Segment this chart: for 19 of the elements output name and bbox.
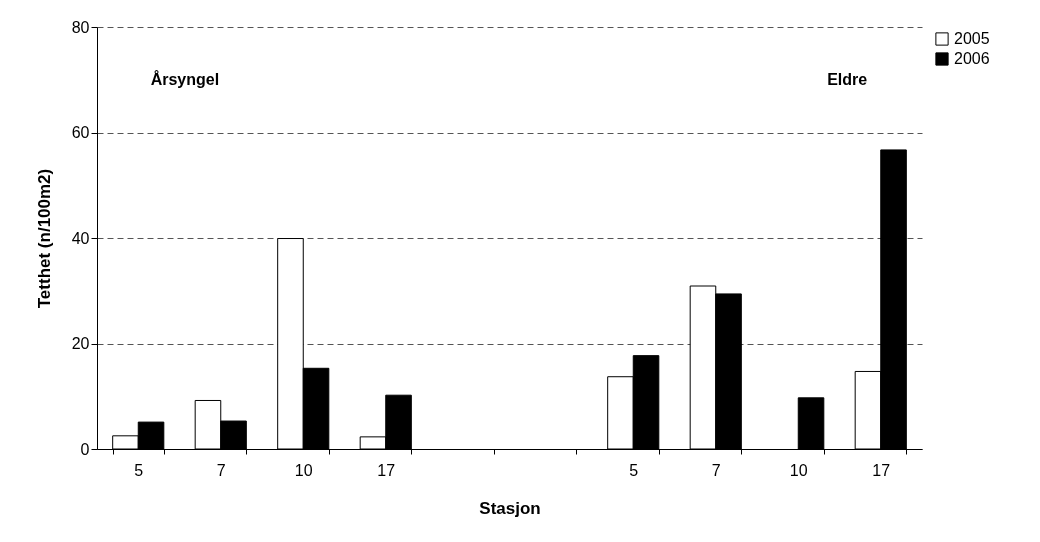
- x-tick-label: 17: [872, 461, 891, 479]
- y-tick-label: 80: [71, 18, 90, 36]
- x-tick-label: 17: [377, 461, 396, 479]
- y-tick-label: 0: [80, 440, 90, 458]
- legend-label: 2005: [954, 30, 990, 47]
- annotation: Eldre: [827, 70, 868, 88]
- x-tick-label: 5: [629, 461, 639, 479]
- y-axis-title: Tetthet (n/100m2): [34, 168, 54, 309]
- y-tick-label: 60: [71, 124, 90, 141]
- legend-label: 2006: [954, 50, 990, 67]
- y-tick-label: 40: [71, 229, 90, 247]
- x-tick-label: 5: [134, 461, 144, 479]
- x-tick-label: 7: [216, 461, 226, 479]
- y-tick-label: 20: [71, 335, 90, 352]
- x-tick-label: 10: [789, 461, 808, 479]
- x-tick-label: 10: [294, 461, 313, 479]
- x-tick-label: 7: [711, 461, 721, 479]
- annotation: Årsyngel: [150, 69, 220, 88]
- x-axis-title: Stasjon: [479, 498, 541, 518]
